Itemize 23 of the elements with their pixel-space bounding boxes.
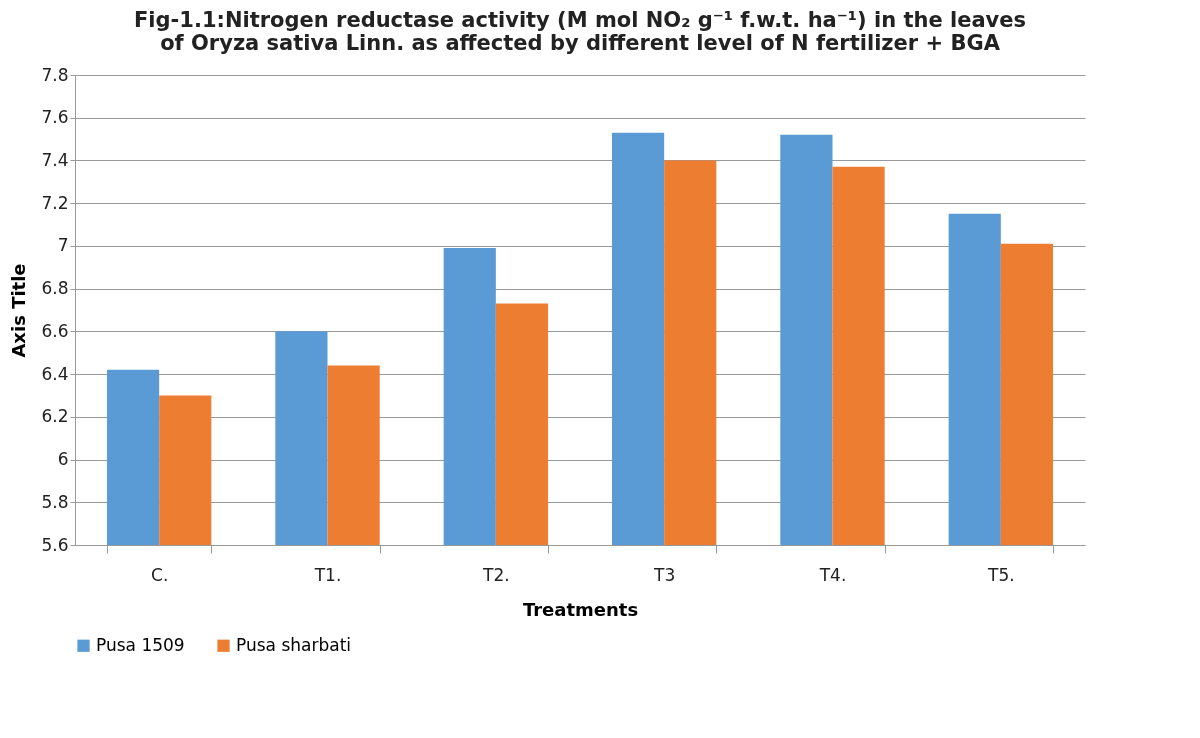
y-tick-label: 7.2: [41, 192, 69, 213]
y-tick-label: 6.2: [41, 406, 69, 427]
y-tick-label: 7: [57, 235, 69, 256]
y-tick-label: 7.4: [41, 149, 69, 170]
x-tick-label: C.: [151, 564, 169, 585]
y-tick-label: 5.6: [41, 534, 69, 555]
legend-label: Pusa sharbati: [236, 634, 352, 655]
x-axis-title: Treatments: [522, 598, 639, 620]
y-tick-label: 5.8: [41, 491, 69, 512]
x-tick-label: T3: [653, 564, 676, 585]
x-tick-label: T2.: [482, 564, 510, 585]
y-tick-label: 6.6: [41, 320, 69, 341]
y-tick-label: 6.4: [41, 363, 69, 384]
y-tick-label: 7.6: [41, 107, 69, 128]
x-tick-label: T5.: [987, 564, 1015, 585]
legend-label: Pusa 1509: [96, 634, 185, 655]
chart-title: Fig-1.1:Nitrogen reductase activity (M mol NO₂ g⁻¹ f.w.t. ha⁻¹) in the leaves of Oryza sativa Linn. as affected by different level of N fertilizer + BGA: [134, 8, 1026, 55]
y-tick-label: 6: [57, 449, 69, 470]
y-axis-title: Axis Title: [8, 263, 30, 358]
y-tick-label: 7.8: [41, 64, 69, 85]
y-tick-label: 6.8: [41, 278, 69, 299]
x-tick-label: T4.: [818, 564, 847, 585]
x-tick-label: T1.: [313, 564, 342, 585]
